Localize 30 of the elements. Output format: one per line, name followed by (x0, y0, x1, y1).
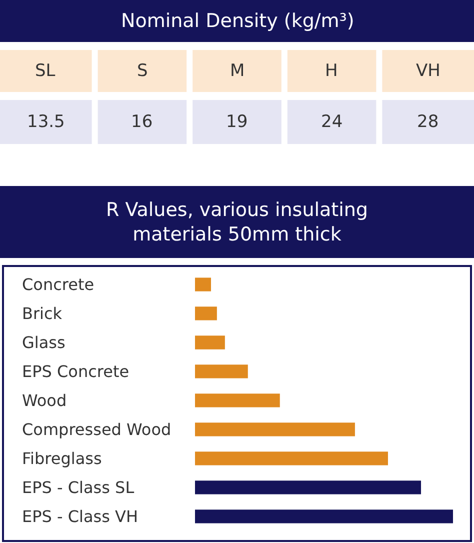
data-label: 16 (131, 112, 153, 132)
y-tick-label: Brick (22, 304, 63, 323)
category-label: H (325, 61, 338, 81)
bar (195, 480, 422, 494)
y-tick-label: Glass (22, 333, 66, 352)
category-label: VH (416, 61, 440, 81)
bar (195, 364, 248, 378)
bar (195, 422, 355, 436)
data-label: 19 (226, 112, 248, 132)
bar (195, 278, 211, 292)
bar (195, 336, 225, 350)
category-label: SL (35, 61, 56, 81)
data-label: 24 (321, 112, 343, 132)
bar (195, 306, 217, 320)
category-label: M (230, 61, 245, 81)
y-tick-label: Fibreglass (22, 449, 102, 468)
data-label: 13.5 (27, 112, 65, 132)
category-label: S (137, 61, 148, 81)
bar (195, 452, 388, 466)
y-tick-label: Concrete (22, 275, 94, 294)
y-tick-label: EPS - Class VH (22, 507, 138, 526)
bar (195, 510, 453, 524)
chart-title: R Values, various insulating materials 50mm thick (106, 199, 368, 246)
y-tick-label: Compressed Wood (22, 420, 172, 439)
data-label: 28 (417, 112, 439, 132)
y-tick-label: Wood (22, 391, 67, 410)
y-tick-label: EPS - Class SL (22, 478, 134, 497)
y-tick-label: EPS Concrete (22, 362, 130, 381)
text: Nominal Density (kg/m³) (121, 10, 354, 32)
bar (195, 394, 280, 408)
